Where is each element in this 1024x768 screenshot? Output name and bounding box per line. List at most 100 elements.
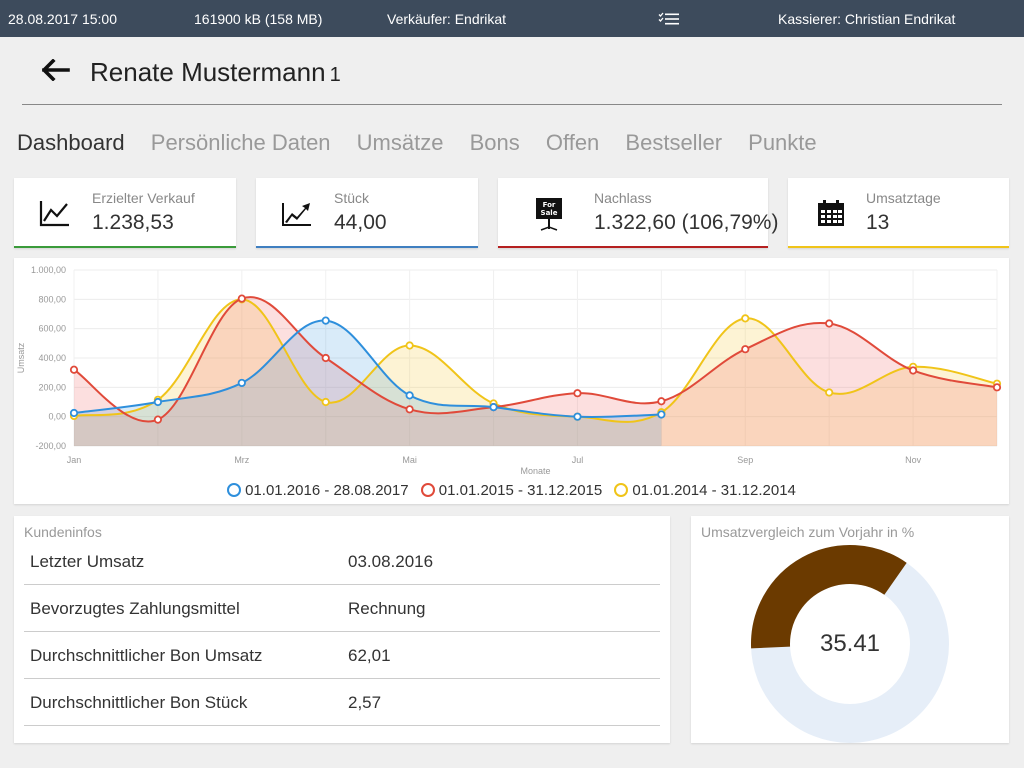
y-tick-label: 200,00 bbox=[38, 382, 66, 392]
kpi-value: 1.322,60 (106,79%) bbox=[594, 211, 779, 234]
series-area bbox=[74, 297, 997, 446]
kpi-value: 44,00 bbox=[334, 211, 387, 234]
y-tick-label: 800,00 bbox=[38, 294, 66, 304]
series-area bbox=[74, 320, 662, 446]
page-header: Renate Mustermann 1 bbox=[0, 37, 1024, 117]
legend-label: 01.01.2014 - 31.12.2014 bbox=[632, 482, 796, 499]
donut-value: 35.41 bbox=[819, 630, 881, 657]
info-key: Durchschnittlicher Bon Stück bbox=[30, 693, 248, 712]
data-point bbox=[237, 294, 246, 303]
trend-up-icon bbox=[282, 203, 311, 226]
y-tick-label: 1.000,00 bbox=[31, 265, 66, 275]
tab-persoenliche-daten[interactable]: Persönliche Daten bbox=[150, 130, 331, 155]
info-key: Bevorzugtes Zahlungsmittel bbox=[30, 599, 240, 618]
calendar-icon bbox=[818, 200, 844, 226]
x-tick-label: Nov bbox=[905, 455, 922, 465]
data-point bbox=[153, 415, 163, 424]
customer-count: 1 bbox=[329, 64, 341, 86]
data-point bbox=[573, 389, 582, 398]
tab-umsaetze[interactable]: Umsätze bbox=[356, 130, 444, 155]
data-point bbox=[405, 405, 414, 414]
data-point bbox=[489, 403, 498, 412]
data-point bbox=[657, 397, 666, 406]
line-chart-icon bbox=[39, 201, 69, 227]
customer-info-card: Kundeninfos Letzter Umsatz 03.08.2016 Be… bbox=[14, 516, 670, 743]
series-line bbox=[73, 296, 998, 423]
legend-label: 01.01.2016 - 28.08.2017 bbox=[245, 482, 409, 499]
series-area bbox=[74, 299, 997, 446]
y-tick-label: 400,00 bbox=[38, 353, 66, 363]
kpi-card-nachlass: For Sale Nachlass 1.322,60 (106,79%) bbox=[498, 178, 778, 248]
kpi-label: Stück bbox=[334, 190, 370, 206]
tab-bar: Dashboard Persönliche Daten Umsätze Bons… bbox=[17, 130, 837, 160]
data-point bbox=[741, 314, 750, 323]
info-value: 03.08.2016 bbox=[348, 552, 434, 571]
legend-label: 01.01.2015 - 31.12.2015 bbox=[438, 482, 603, 499]
info-value: 62,01 bbox=[348, 646, 391, 665]
info-title: Kundeninfos bbox=[24, 524, 102, 540]
info-key: Durchschnittlicher Bon Umsatz bbox=[30, 646, 263, 665]
y-tick-label: -200,00 bbox=[35, 441, 66, 451]
info-row: Durchschnittlicher Bon Umsatz 62,01 bbox=[24, 632, 660, 679]
legend-item-2015[interactable]: 01.01.2015 - 31.12.2015 bbox=[420, 482, 603, 499]
data-point bbox=[908, 366, 918, 375]
x-tick-label: Jan bbox=[67, 455, 82, 465]
data-point bbox=[657, 410, 666, 419]
status-bar: 28.08.2017 15:00 161900 kB (158 MB) Verk… bbox=[0, 0, 1024, 37]
status-seller: Verkäufer: Endrikat bbox=[387, 11, 507, 27]
status-cashier: Kassierer: Christian Endrikat bbox=[778, 11, 956, 27]
data-point bbox=[321, 316, 330, 325]
legend-item-2014[interactable]: 01.01.2014 - 31.12.2014 bbox=[614, 482, 796, 499]
x-tick-label: Sep bbox=[737, 455, 753, 465]
customer-name: Renate Mustermann bbox=[90, 57, 326, 87]
legend-dot-icon bbox=[420, 483, 435, 497]
x-axis-title: Monate bbox=[520, 466, 550, 476]
data-point bbox=[992, 383, 1002, 392]
page-title: Renate Mustermann 1 bbox=[90, 57, 341, 88]
y-tick-label: 0,00 bbox=[48, 412, 66, 422]
y-axis-title: Umsatz bbox=[16, 342, 26, 373]
kpi-label: Nachlass bbox=[594, 190, 652, 206]
data-point bbox=[237, 378, 246, 388]
yoy-donut-chart bbox=[751, 545, 949, 743]
x-tick-label: Mai bbox=[402, 455, 417, 465]
for-sale-sign-icon: For Sale bbox=[536, 198, 562, 231]
info-row: Letzter Umsatz 03.08.2016 bbox=[24, 538, 660, 585]
back-arrow-icon[interactable] bbox=[42, 59, 70, 81]
legend-dot-icon bbox=[614, 483, 629, 497]
data-point bbox=[69, 408, 79, 418]
header-divider bbox=[22, 104, 1002, 105]
donut-title: Umsatzvergleich zum Vorjahr in % bbox=[701, 524, 915, 540]
data-point bbox=[321, 397, 330, 407]
status-memory: 161900 kB (158 MB) bbox=[194, 11, 323, 27]
data-point bbox=[741, 345, 750, 354]
tab-bestseller[interactable]: Bestseller bbox=[625, 130, 723, 155]
data-point bbox=[69, 365, 79, 374]
kpi-card-stueck: Stück 44,00 bbox=[256, 178, 478, 248]
kpi-value: 13 bbox=[866, 211, 890, 234]
tab-punkte[interactable]: Punkte bbox=[748, 130, 817, 155]
sales-chart-card: 1.000,00 800,00 600,00 400,00 200,00 0,00 -200… bbox=[14, 258, 1009, 504]
checklist-menu-icon[interactable] bbox=[658, 12, 680, 26]
data-point bbox=[405, 391, 414, 400]
y-tick-label: 600,00 bbox=[38, 324, 66, 334]
tab-dashboard[interactable]: Dashboard bbox=[17, 130, 125, 155]
sales-line-chart: 1.000,00 800,00 600,00 400,00 200,00 0,00 -200… bbox=[16, 265, 1002, 476]
data-point bbox=[321, 353, 330, 363]
info-value: 2,57 bbox=[348, 693, 382, 712]
yoy-comparison-card: Umsatzvergleich zum Vorjahr in % 35.41 bbox=[691, 516, 1009, 743]
series-line bbox=[73, 319, 662, 418]
x-tick-label: Mrz bbox=[234, 455, 249, 465]
legend-item-2016[interactable]: 01.01.2016 - 28.08.2017 bbox=[227, 482, 409, 499]
info-value: Rechnung bbox=[348, 599, 426, 618]
x-tick-label: Jul bbox=[572, 455, 584, 465]
tab-offen[interactable]: Offen bbox=[545, 130, 600, 155]
data-point bbox=[825, 388, 834, 397]
tab-bons[interactable]: Bons bbox=[469, 130, 520, 155]
data-point bbox=[573, 412, 582, 421]
info-row: Bevorzugtes Zahlungsmittel Rechnung bbox=[24, 585, 660, 632]
chart-legend: 01.01.2016 - 28.08.2017 01.01.2015 - 31.… bbox=[14, 482, 1009, 499]
kpi-label: Umsatztage bbox=[866, 190, 941, 206]
kpi-card-umsatztage: Umsatztage 13 bbox=[788, 178, 1009, 248]
status-datetime: 28.08.2017 15:00 bbox=[8, 11, 117, 27]
